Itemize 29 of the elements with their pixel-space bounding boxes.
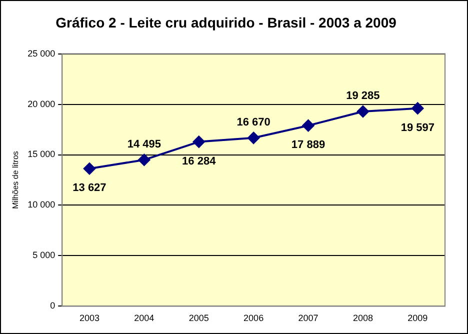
x-tick-label: 2009 [408,313,428,324]
data-label: 16 284 [182,155,217,168]
y-tick-label: 10 000 [28,200,56,210]
data-label: 17 889 [291,139,326,152]
point [412,102,424,114]
x-tick-label: 2008 [352,313,373,324]
y-tick-label: 20 000 [28,98,56,109]
x-tick-label: 2003 [79,313,100,324]
x-tick-label: 2006 [244,313,264,324]
y-tick-label: 5 000 [32,250,56,260]
point [302,120,314,132]
y-axis-title: Milhões de litros [11,151,20,209]
y-tick-label: 25 000 [28,48,56,58]
data-label: 16 670 [236,116,270,128]
data-label: 19 597 [400,122,434,134]
point [138,154,150,166]
point [248,132,260,144]
data-label: 13 627 [72,182,106,194]
x-tick-label: 2005 [188,313,209,324]
x-tick-label: 2004 [134,313,154,324]
data-label: 19 285 [346,90,380,102]
data-label: 14 495 [127,138,161,150]
x-tick-label: 2007 [298,313,318,324]
point [83,162,96,175]
y-tick-label: 15 000 [28,149,56,160]
point [356,106,369,118]
point [192,136,205,148]
chart-title: Gráfico 2 - Leite cru adquirido - Brasil - 2003 a 2009 [56,14,397,30]
y-tick-label: 0 [50,300,56,311]
